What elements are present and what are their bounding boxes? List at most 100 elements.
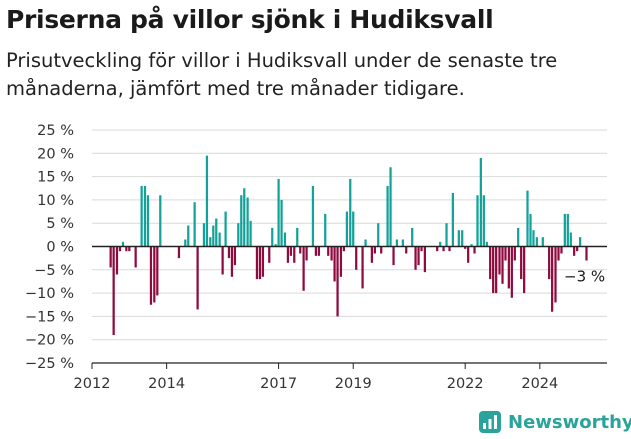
bar xyxy=(305,246,308,261)
bar xyxy=(289,246,293,256)
y-tick-label: 0 % xyxy=(46,240,74,256)
bar xyxy=(573,246,576,256)
bar xyxy=(258,246,262,280)
bar xyxy=(529,213,532,247)
bar xyxy=(395,239,399,247)
bar xyxy=(196,246,199,310)
bar xyxy=(461,230,464,247)
bar xyxy=(554,246,557,303)
bar xyxy=(243,188,246,247)
bar xyxy=(268,246,271,263)
x-tick-label: 2017 xyxy=(260,376,297,392)
bar xyxy=(551,246,554,312)
bar xyxy=(482,195,485,247)
newsworthy-logo-icon xyxy=(479,411,501,433)
bar xyxy=(392,246,395,266)
bar xyxy=(212,225,215,247)
bar xyxy=(149,246,153,305)
bar xyxy=(448,246,451,252)
x-tick-label: 2012 xyxy=(74,376,111,392)
bar xyxy=(485,241,488,247)
bar xyxy=(112,246,115,336)
bar xyxy=(280,199,283,247)
bar xyxy=(153,246,156,303)
bar xyxy=(473,246,476,254)
y-tick-label: −20 % xyxy=(25,333,74,349)
bar xyxy=(224,211,227,247)
bar xyxy=(134,246,137,268)
bar xyxy=(221,246,224,275)
y-tick-label: −5 % xyxy=(34,263,74,279)
bar xyxy=(209,237,212,247)
bar xyxy=(464,246,467,249)
bar xyxy=(420,246,423,252)
bar xyxy=(507,246,510,289)
bar xyxy=(143,185,147,247)
bar xyxy=(118,246,122,252)
bar xyxy=(532,230,535,247)
bar xyxy=(445,223,448,247)
bar xyxy=(349,178,352,247)
bar xyxy=(218,232,221,247)
bar xyxy=(479,157,482,247)
bar xyxy=(498,246,501,275)
bar xyxy=(299,246,302,254)
bar xyxy=(569,232,572,247)
x-tick-label: 2022 xyxy=(447,376,484,392)
bar xyxy=(109,246,112,268)
bar xyxy=(579,237,582,247)
bar xyxy=(451,192,454,247)
bar xyxy=(277,178,280,247)
bar xyxy=(414,246,417,270)
y-tick-label: −10 % xyxy=(25,286,74,302)
bar xyxy=(345,211,349,247)
bar xyxy=(342,246,346,252)
chart-title: Priserna på villor sjönk i Hudiksvall xyxy=(6,5,494,34)
bar xyxy=(240,195,243,247)
bar xyxy=(495,246,498,294)
y-tick-label: 15 % xyxy=(37,170,74,186)
bar xyxy=(513,246,516,261)
bar xyxy=(333,246,336,282)
bar xyxy=(159,195,162,247)
bar xyxy=(302,246,305,291)
bar xyxy=(557,246,560,261)
bar xyxy=(286,246,290,263)
bar xyxy=(470,244,473,247)
bar xyxy=(504,246,507,261)
bar xyxy=(115,246,119,275)
bars xyxy=(109,155,588,336)
bar xyxy=(339,246,343,277)
bar xyxy=(492,246,495,294)
bar xyxy=(317,246,321,256)
bar xyxy=(405,246,408,254)
bar xyxy=(233,246,237,266)
bar xyxy=(293,246,296,263)
bar xyxy=(215,218,218,247)
bar xyxy=(417,246,420,266)
bar xyxy=(517,227,520,247)
bar xyxy=(283,232,287,247)
bar xyxy=(364,239,367,247)
bar xyxy=(314,246,318,256)
bar xyxy=(560,246,563,254)
bar xyxy=(476,195,479,247)
bar xyxy=(227,246,231,259)
y-axis-ticks: 25 % 20 % 15 % 10 % 5 % 0 % −5 % −10 % −15 % −20 … xyxy=(25,123,74,372)
bar xyxy=(184,239,187,247)
bar xyxy=(237,223,240,247)
bar xyxy=(457,230,460,247)
bar xyxy=(205,155,209,247)
bar xyxy=(330,246,333,261)
y-tick-label: −25 % xyxy=(25,356,74,372)
bar xyxy=(261,246,265,277)
bar xyxy=(535,237,538,247)
y-tick-label: 10 % xyxy=(37,193,74,209)
chart-subtitle: Prisutveckling för villor i Hudiksvall u… xyxy=(6,49,558,100)
bar xyxy=(246,197,249,247)
bar xyxy=(128,246,131,252)
bar xyxy=(361,246,364,289)
bar xyxy=(386,185,389,247)
x-tick-label: 2014 xyxy=(148,376,185,392)
